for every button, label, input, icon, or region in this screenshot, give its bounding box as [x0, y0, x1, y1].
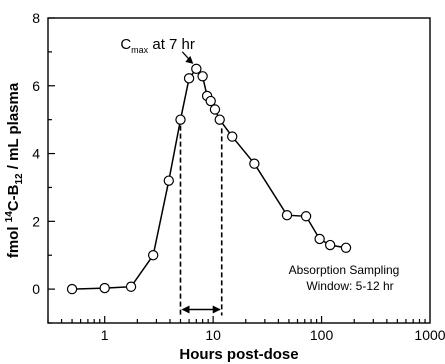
data-point — [249, 158, 260, 169]
x-tick-label: 10 — [205, 327, 221, 343]
data-point — [163, 175, 174, 186]
data-point — [175, 114, 186, 125]
x-tick-label: 100 — [310, 327, 334, 343]
data-point — [209, 104, 221, 115]
cmax-annotation: Cmax at 7 hr — [120, 36, 195, 55]
data-series — [66, 63, 352, 295]
data-point — [99, 282, 110, 294]
data-point — [314, 233, 325, 245]
cmax-rest: at 7 hr — [148, 36, 195, 53]
window-arrowhead-left — [181, 305, 190, 314]
cmax-arrowhead — [185, 55, 194, 64]
x-axis-ticks: 1 10 100 1000 — [47, 316, 445, 343]
data-point — [300, 211, 312, 222]
annotations: Cmax at 7 hr Absorption Sampling Window:… — [120, 36, 399, 293]
x-axis-label: Hours post-dose — [179, 346, 298, 363]
y-tick-label: 2 — [32, 213, 40, 229]
data-point — [147, 250, 159, 261]
data-point — [197, 71, 208, 82]
x-tick-label: 1000 — [414, 327, 445, 343]
cmax-main: C — [120, 36, 131, 53]
data-point — [340, 242, 352, 253]
data-point — [205, 95, 216, 107]
ylabel-superscript: 14 — [4, 211, 15, 223]
data-point — [191, 63, 202, 75]
ylabel-subscript: 12 — [14, 173, 25, 185]
plot-frame — [47, 17, 431, 324]
ylabel-mid: C-B — [5, 184, 22, 211]
y-tick-label: 4 — [32, 146, 40, 162]
y-axis-label: fmol 14C-B12 / mL plasma — [4, 82, 25, 258]
ylabel-suffix: / mL plasma — [5, 82, 22, 173]
y-tick-label: 8 — [32, 10, 40, 26]
data-point — [183, 73, 195, 84]
plot-area-border — [47, 17, 431, 324]
y-tick-label: 6 — [32, 78, 40, 94]
data-point — [324, 239, 336, 251]
data-point — [281, 210, 293, 221]
window-label-line2: Window: 5-12 hr — [306, 279, 393, 293]
y-tick-label: 0 — [32, 281, 40, 297]
data-point — [66, 283, 78, 295]
ylabel-prefix: fmol — [5, 222, 22, 258]
y-axis-ticks: 0 2 4 6 8 — [32, 10, 55, 324]
sampling-window — [179, 125, 223, 316]
window-label-line1: Absorption Sampling — [289, 263, 400, 277]
data-point — [214, 114, 225, 125]
data-point — [125, 281, 137, 292]
cmax-subscript: max — [131, 45, 149, 55]
data-point — [227, 131, 238, 142]
x-tick-label: 1 — [101, 327, 109, 343]
window-arrowhead-right — [212, 305, 221, 314]
